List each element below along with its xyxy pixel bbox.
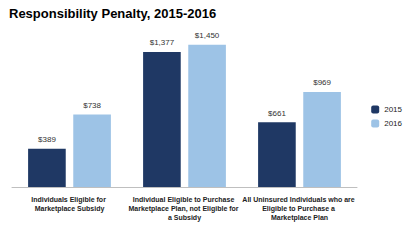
svg-text:Responsibility Penalty, 2015-2: Responsibility Penalty, 2015-2016 — [9, 6, 216, 21]
svg-text:2015: 2015 — [384, 105, 402, 114]
svg-text:2016: 2016 — [384, 119, 402, 128]
svg-text:$389: $389 — [38, 135, 56, 144]
svg-text:Individual Eligible to Purchas: Individual Eligible to Purchase — [133, 196, 236, 204]
svg-text:Marketplace Subsidy: Marketplace Subsidy — [35, 205, 105, 213]
svg-text:All Uninsured Individuals who: All Uninsured Individuals who are — [242, 196, 356, 203]
svg-text:$738: $738 — [83, 101, 101, 110]
svg-text:$969: $969 — [313, 78, 331, 87]
svg-text:a Subsidy: a Subsidy — [168, 214, 201, 222]
svg-text:Individuals Eligible for: Individuals Eligible for — [31, 196, 108, 204]
svg-text:Marketplace Plan: Marketplace Plan — [271, 214, 328, 222]
svg-text:Marketplace Plan, not Eligible: Marketplace Plan, not Eligible for — [128, 205, 240, 213]
svg-text:$1,377: $1,377 — [150, 38, 175, 47]
svg-text:Eligible to Purchase a: Eligible to Purchase a — [262, 205, 337, 213]
svg-text:$661: $661 — [268, 109, 286, 118]
svg-text:$1,450: $1,450 — [195, 31, 220, 40]
